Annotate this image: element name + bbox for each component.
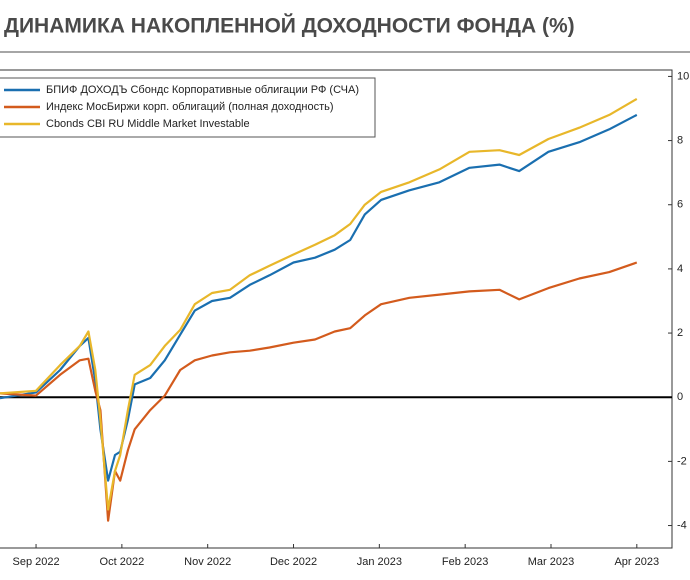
legend-label: Cbonds CBI RU Middle Market Investable (46, 118, 250, 130)
x-tick-label: Feb 2023 (442, 556, 488, 568)
y-tick-label: 4 (677, 263, 683, 275)
x-tick-label: Jan 2023 (357, 556, 402, 568)
legend-label: Индекс МосБиржи корп. облигаций (полная … (46, 101, 334, 113)
legend-label: БПИФ ДОХОДЪ Сбондс Корпоративные облигац… (46, 84, 359, 96)
y-tick-label: 6 (677, 199, 683, 211)
series-line (0, 97, 638, 511)
y-tick-label: 2 (677, 327, 683, 339)
x-tick-label: Oct 2022 (100, 556, 145, 568)
series-line (0, 113, 638, 482)
x-tick-label: Nov 2022 (184, 556, 231, 568)
x-tick-label: Mar 2023 (528, 556, 574, 568)
plot-frame (0, 69, 673, 549)
y-tick-label: 0 (677, 391, 683, 403)
x-tick-label: Dec 2022 (270, 556, 317, 568)
x-tick-label: Apr 2023 (614, 556, 659, 568)
legend-box (0, 77, 376, 138)
chart-title: ДИНАМИКА НАКОПЛЕННОЙ ДОХОДНОСТИ ФОНДА (%… (4, 14, 575, 38)
series-line (0, 261, 638, 522)
y-tick-label: -2 (677, 455, 687, 467)
x-tick-label: Sep 2022 (12, 556, 59, 568)
y-tick-label: -4 (677, 519, 687, 531)
y-tick-label: 8 (677, 134, 683, 146)
y-tick-label: 10 (677, 70, 689, 82)
